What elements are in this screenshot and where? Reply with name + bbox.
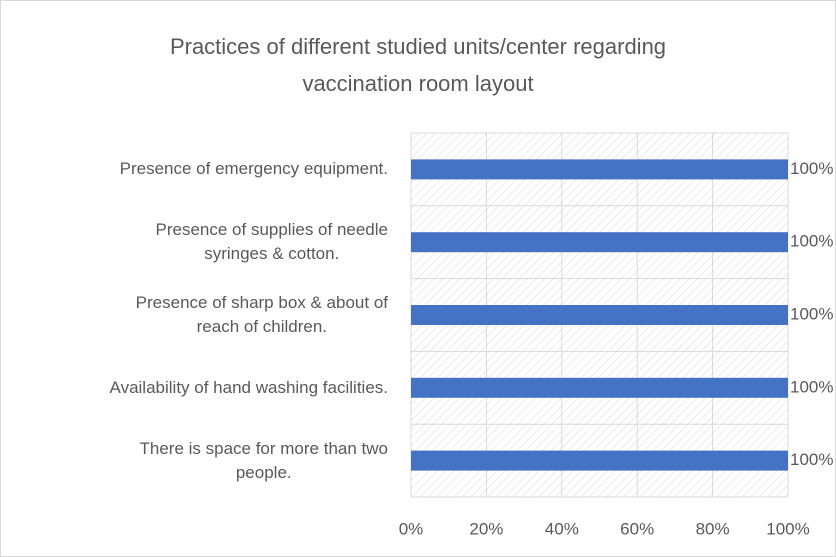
y-tick-label: There is space for more than two people. (139, 438, 388, 482)
x-tick-label: 0% (399, 519, 424, 538)
x-tick-label: 40% (545, 519, 579, 538)
bar (411, 450, 788, 471)
x-tick-label: 60% (620, 519, 654, 538)
y-tick-label: Presence of supplies of needle syringes … (155, 220, 389, 264)
data-label: 100% (790, 377, 833, 396)
bar (411, 159, 788, 180)
x-tick-label: 100% (766, 519, 809, 538)
chart-title: Practices of different studied units/cen… (170, 34, 666, 96)
bar (411, 377, 788, 398)
data-label: 100% (790, 159, 833, 178)
y-tick-label: Availability of hand washing facilities. (109, 377, 388, 397)
bar (411, 232, 788, 253)
x-tick-label: 20% (469, 519, 503, 538)
y-tick-label: Presence of emergency equipment. (119, 159, 388, 179)
y-tick-label: Presence of sharp box & about of reach o… (135, 293, 388, 336)
data-label: 100% (790, 232, 833, 251)
bar (411, 305, 788, 325)
data-label: 100% (790, 304, 833, 323)
x-tick-label: 80% (696, 519, 730, 538)
data-label: 100% (790, 450, 833, 469)
